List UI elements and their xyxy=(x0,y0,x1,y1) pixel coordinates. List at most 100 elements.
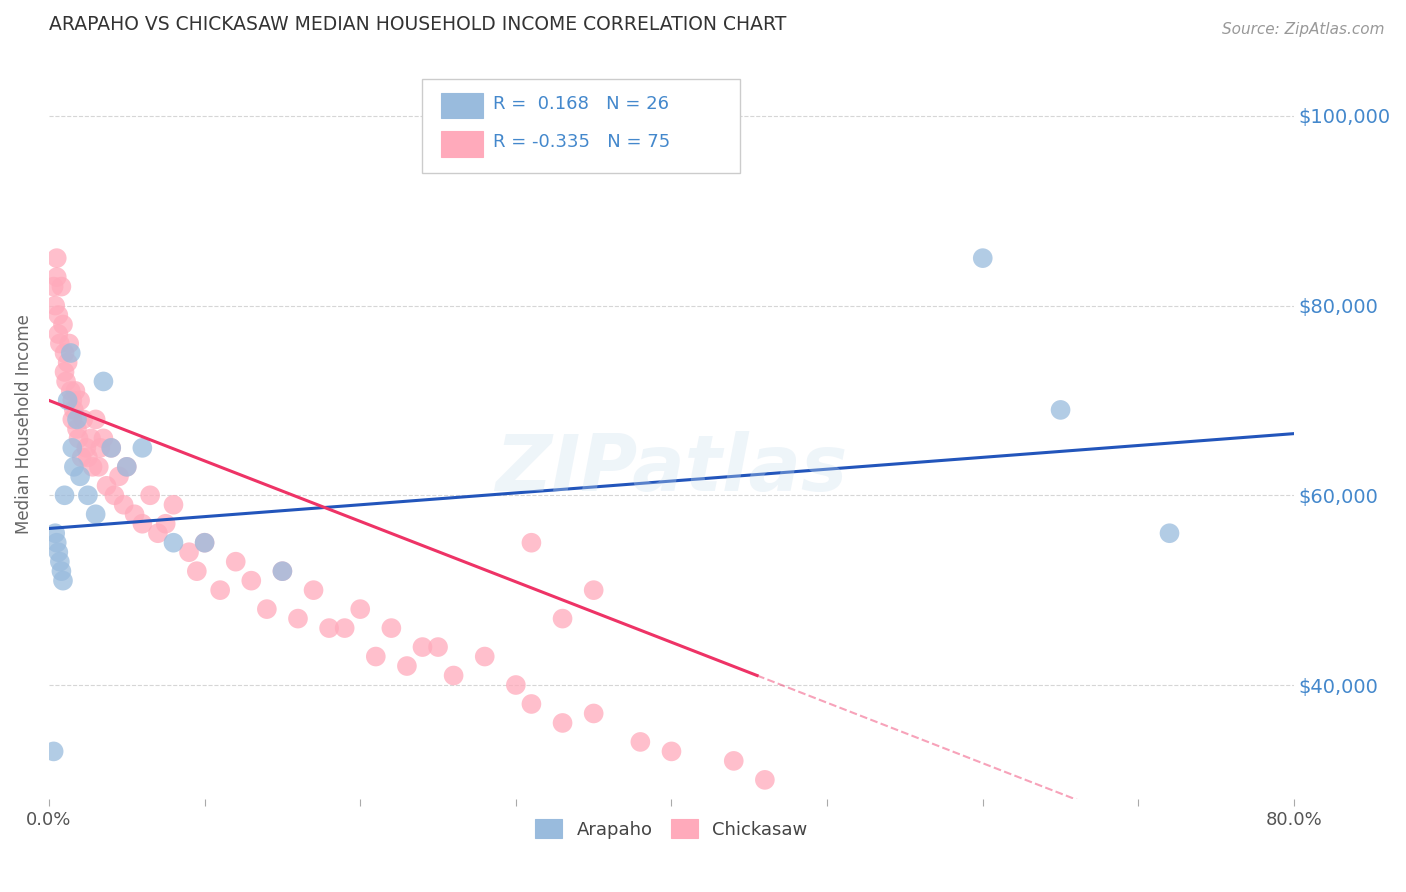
Point xyxy=(1049,403,1071,417)
Point xyxy=(723,754,745,768)
Point xyxy=(628,735,651,749)
Point xyxy=(75,441,97,455)
Point xyxy=(77,488,100,502)
Y-axis label: Median Household Income: Median Household Income xyxy=(15,314,32,534)
Point xyxy=(186,564,208,578)
Point xyxy=(754,772,776,787)
Point xyxy=(177,545,200,559)
Point xyxy=(139,488,162,502)
Point xyxy=(96,479,118,493)
Point xyxy=(271,564,294,578)
Point xyxy=(551,715,574,730)
Point xyxy=(59,346,82,360)
Text: ARAPAHO VS CHICKASAW MEDIAN HOUSEHOLD INCOME CORRELATION CHART: ARAPAHO VS CHICKASAW MEDIAN HOUSEHOLD IN… xyxy=(49,15,786,34)
Point xyxy=(115,459,138,474)
Point xyxy=(1159,526,1181,541)
Point xyxy=(53,346,76,360)
Point xyxy=(194,535,217,549)
Point xyxy=(46,545,69,559)
Point xyxy=(52,318,75,332)
Point xyxy=(333,621,356,635)
Point xyxy=(49,555,72,569)
Point xyxy=(80,431,103,445)
Point xyxy=(45,251,67,265)
Point xyxy=(93,431,115,445)
Point xyxy=(60,412,83,426)
Point xyxy=(131,516,153,531)
Text: R =  0.168   N = 26: R = 0.168 N = 26 xyxy=(494,95,669,113)
Point xyxy=(551,611,574,625)
Point xyxy=(112,498,135,512)
Point xyxy=(100,441,122,455)
Point xyxy=(52,574,75,588)
Point xyxy=(66,412,89,426)
Point xyxy=(474,649,496,664)
Point xyxy=(60,441,83,455)
Point xyxy=(58,336,80,351)
Point xyxy=(411,640,433,654)
Point xyxy=(70,450,93,465)
Point xyxy=(124,508,146,522)
Point xyxy=(82,459,104,474)
Point xyxy=(66,422,89,436)
Point xyxy=(45,535,67,549)
Point xyxy=(131,441,153,455)
Point xyxy=(972,251,994,265)
Point xyxy=(87,459,110,474)
Point xyxy=(59,384,82,398)
Point xyxy=(67,431,90,445)
Point xyxy=(46,308,69,322)
Point xyxy=(103,488,125,502)
Legend: Arapaho, Chickasaw: Arapaho, Chickasaw xyxy=(529,813,815,846)
Point xyxy=(44,299,66,313)
Point xyxy=(146,526,169,541)
Point xyxy=(318,621,340,635)
Point xyxy=(42,744,65,758)
Point xyxy=(505,678,527,692)
Point xyxy=(108,469,131,483)
Point xyxy=(51,279,73,293)
Text: ZIPatlas: ZIPatlas xyxy=(495,431,848,508)
FancyBboxPatch shape xyxy=(441,93,484,119)
Point xyxy=(287,611,309,625)
Point xyxy=(84,412,107,426)
Point xyxy=(661,744,683,758)
Point xyxy=(89,441,111,455)
FancyBboxPatch shape xyxy=(422,79,740,173)
Point xyxy=(582,583,605,598)
Point xyxy=(72,412,94,426)
Point xyxy=(100,441,122,455)
Point xyxy=(63,403,86,417)
Point xyxy=(364,649,387,664)
Point xyxy=(256,602,278,616)
Point xyxy=(162,498,184,512)
Point xyxy=(225,555,247,569)
Point xyxy=(51,564,73,578)
Point xyxy=(115,459,138,474)
Point xyxy=(77,450,100,465)
Point xyxy=(240,574,263,588)
Point xyxy=(45,270,67,285)
Point xyxy=(302,583,325,598)
Point xyxy=(53,488,76,502)
Text: Source: ZipAtlas.com: Source: ZipAtlas.com xyxy=(1222,22,1385,37)
Point xyxy=(349,602,371,616)
Point xyxy=(162,535,184,549)
Point xyxy=(209,583,232,598)
Point xyxy=(44,526,66,541)
Text: R = -0.335   N = 75: R = -0.335 N = 75 xyxy=(494,134,671,152)
Point xyxy=(49,336,72,351)
FancyBboxPatch shape xyxy=(441,131,484,157)
Point xyxy=(69,469,91,483)
Point xyxy=(56,393,79,408)
Point xyxy=(395,659,418,673)
Point xyxy=(46,326,69,341)
Point xyxy=(42,279,65,293)
Point xyxy=(271,564,294,578)
Point xyxy=(53,365,76,379)
Point xyxy=(55,375,77,389)
Point xyxy=(427,640,450,654)
Point xyxy=(63,459,86,474)
Point xyxy=(443,668,465,682)
Point xyxy=(380,621,402,635)
